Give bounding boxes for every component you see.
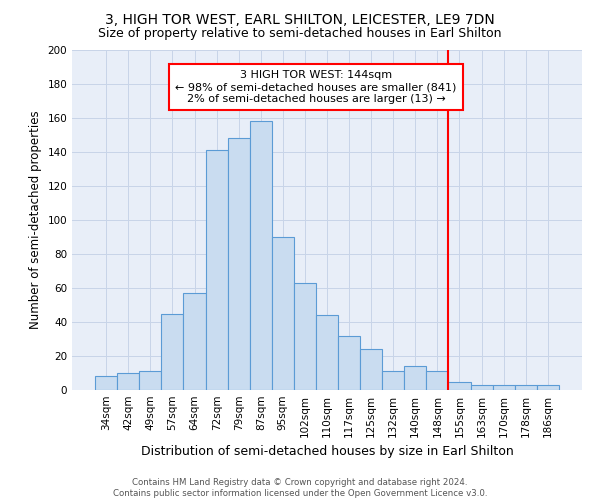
Bar [404,366,427,390]
Text: Size of property relative to semi-detached houses in Earl Shilton: Size of property relative to semi-detach… [98,28,502,40]
Text: Contains HM Land Registry data © Crown copyright and database right 2024.
Contai: Contains HM Land Registry data © Crown c… [113,478,487,498]
Bar [206,150,227,390]
X-axis label: Distribution of semi-detached houses by size in Earl Shilton: Distribution of semi-detached houses by … [140,446,514,458]
Bar [227,138,250,390]
Bar [537,385,559,390]
Bar [493,385,515,390]
Bar [294,283,316,390]
Bar [272,237,294,390]
Text: 3, HIGH TOR WEST, EARL SHILTON, LEICESTER, LE9 7DN: 3, HIGH TOR WEST, EARL SHILTON, LEICESTE… [105,12,495,26]
Y-axis label: Number of semi-detached properties: Number of semi-detached properties [29,110,42,330]
Bar [427,372,448,390]
Bar [515,385,537,390]
Bar [161,314,184,390]
Bar [470,385,493,390]
Bar [117,373,139,390]
Bar [360,349,382,390]
Bar [448,382,470,390]
Bar [316,315,338,390]
Bar [139,372,161,390]
Bar [338,336,360,390]
Bar [95,376,117,390]
Bar [250,122,272,390]
Text: 3 HIGH TOR WEST: 144sqm
← 98% of semi-detached houses are smaller (841)
2% of se: 3 HIGH TOR WEST: 144sqm ← 98% of semi-de… [175,70,457,104]
Bar [184,293,206,390]
Bar [382,372,404,390]
